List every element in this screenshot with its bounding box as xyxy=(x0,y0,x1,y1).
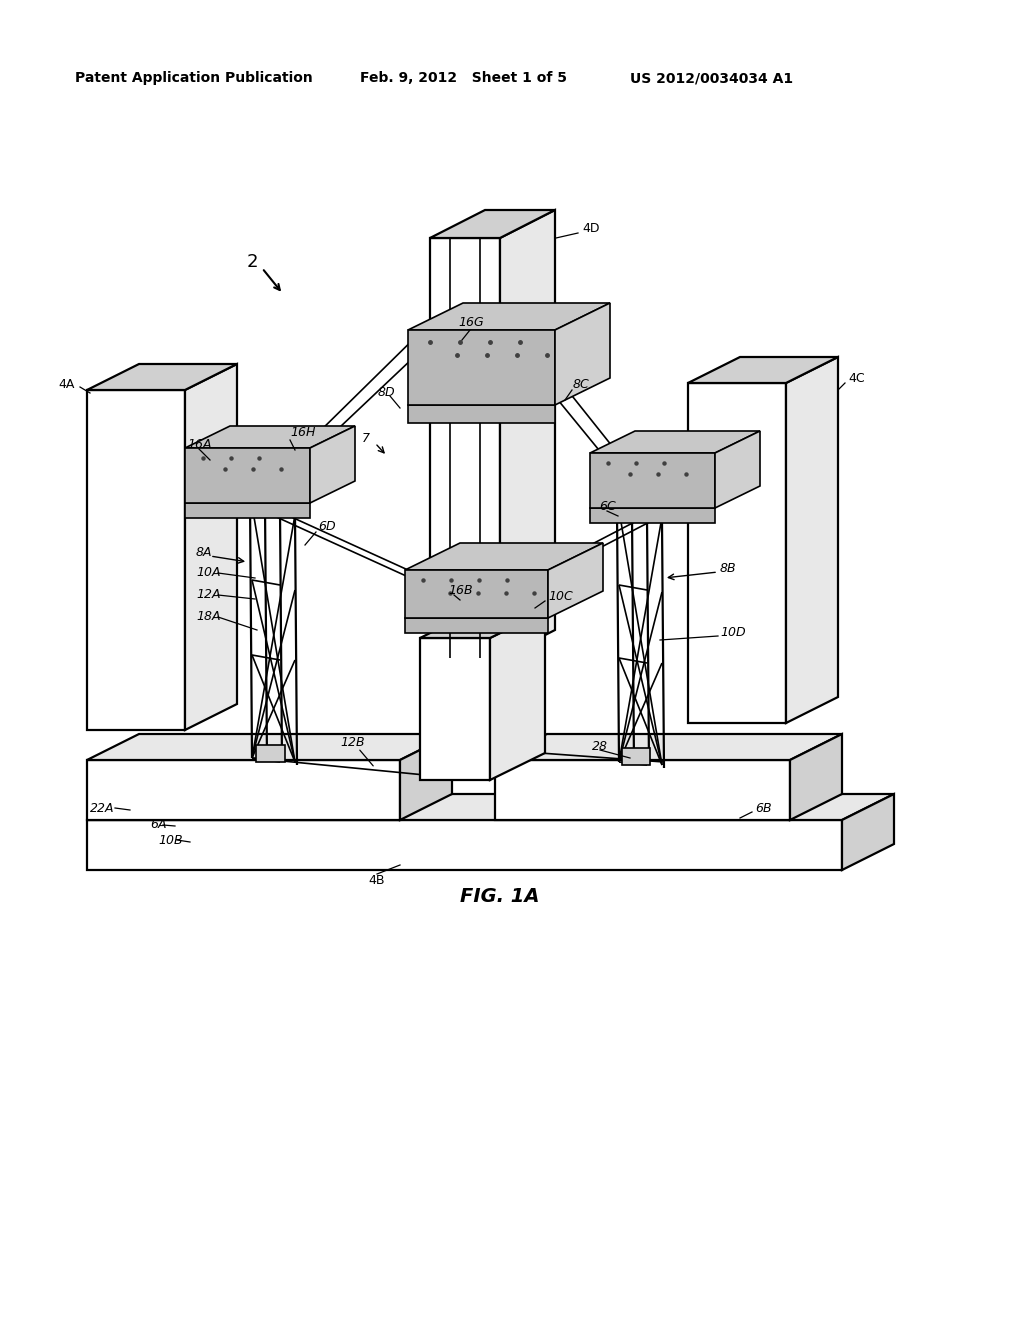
Text: 16H: 16H xyxy=(290,425,315,438)
Text: 28: 28 xyxy=(592,741,608,754)
Text: 6B: 6B xyxy=(755,801,772,814)
Text: 8B: 8B xyxy=(720,561,736,574)
Polygon shape xyxy=(420,611,545,638)
Polygon shape xyxy=(87,364,237,389)
Polygon shape xyxy=(87,795,894,820)
Text: Patent Application Publication: Patent Application Publication xyxy=(75,71,312,84)
Text: 4B: 4B xyxy=(368,874,384,887)
Text: 22A: 22A xyxy=(90,801,115,814)
Polygon shape xyxy=(408,405,555,422)
Polygon shape xyxy=(408,330,555,405)
Polygon shape xyxy=(500,210,555,657)
Polygon shape xyxy=(495,760,790,820)
Polygon shape xyxy=(87,734,452,760)
Text: 10B: 10B xyxy=(158,833,182,846)
Text: 6C: 6C xyxy=(599,500,615,513)
Text: FIG. 1A: FIG. 1A xyxy=(460,887,540,907)
Polygon shape xyxy=(87,820,842,870)
Text: 18A: 18A xyxy=(196,610,220,623)
Text: US 2012/0034034 A1: US 2012/0034034 A1 xyxy=(630,71,794,84)
Polygon shape xyxy=(590,508,715,523)
Polygon shape xyxy=(185,503,310,517)
Polygon shape xyxy=(548,543,603,618)
Polygon shape xyxy=(185,426,355,447)
Polygon shape xyxy=(430,210,555,238)
Polygon shape xyxy=(406,618,548,634)
Polygon shape xyxy=(590,453,715,508)
Text: 6D: 6D xyxy=(318,520,336,533)
Polygon shape xyxy=(408,304,610,330)
Text: 8D: 8D xyxy=(378,385,395,399)
Polygon shape xyxy=(87,760,400,820)
Polygon shape xyxy=(185,447,310,503)
Text: 16B: 16B xyxy=(449,583,473,597)
Text: 7: 7 xyxy=(362,432,370,445)
Polygon shape xyxy=(555,304,610,405)
Polygon shape xyxy=(786,356,838,723)
Polygon shape xyxy=(406,570,548,618)
Polygon shape xyxy=(430,238,500,657)
Polygon shape xyxy=(622,748,650,766)
Text: 4C: 4C xyxy=(848,371,864,384)
Text: 6A: 6A xyxy=(150,818,167,832)
Polygon shape xyxy=(406,543,603,570)
Text: 12A: 12A xyxy=(196,589,220,602)
Polygon shape xyxy=(490,611,545,780)
Polygon shape xyxy=(400,734,452,820)
Text: 16A: 16A xyxy=(187,437,212,450)
Polygon shape xyxy=(185,364,237,730)
Polygon shape xyxy=(842,795,894,870)
Polygon shape xyxy=(87,389,185,730)
Polygon shape xyxy=(495,734,842,760)
Text: 10C: 10C xyxy=(548,590,572,603)
Text: 2: 2 xyxy=(247,253,258,271)
Polygon shape xyxy=(310,426,355,503)
Text: Feb. 9, 2012   Sheet 1 of 5: Feb. 9, 2012 Sheet 1 of 5 xyxy=(360,71,567,84)
Text: 4D: 4D xyxy=(582,222,599,235)
Text: 16G: 16G xyxy=(458,317,483,330)
Polygon shape xyxy=(688,356,838,383)
Polygon shape xyxy=(256,744,285,762)
Text: 10D: 10D xyxy=(720,626,745,639)
Text: 12B: 12B xyxy=(340,735,365,748)
Text: 10A: 10A xyxy=(196,566,220,579)
Polygon shape xyxy=(790,734,842,820)
Polygon shape xyxy=(688,383,786,723)
Polygon shape xyxy=(590,432,760,453)
Text: 8C: 8C xyxy=(573,379,590,392)
Polygon shape xyxy=(420,638,490,780)
Polygon shape xyxy=(715,432,760,508)
Text: 4A: 4A xyxy=(58,379,75,392)
Text: 8A: 8A xyxy=(196,545,213,558)
